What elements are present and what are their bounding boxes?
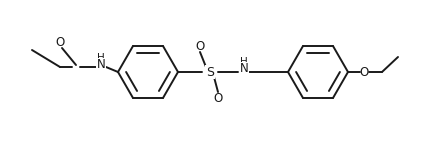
Text: N: N	[240, 62, 248, 75]
Text: O: O	[56, 36, 64, 49]
Text: N: N	[97, 58, 106, 72]
Text: S: S	[206, 66, 214, 78]
Text: O: O	[213, 91, 223, 105]
Text: H: H	[240, 57, 248, 67]
Text: H: H	[97, 53, 105, 63]
Text: O: O	[195, 39, 205, 53]
Text: O: O	[360, 66, 368, 78]
